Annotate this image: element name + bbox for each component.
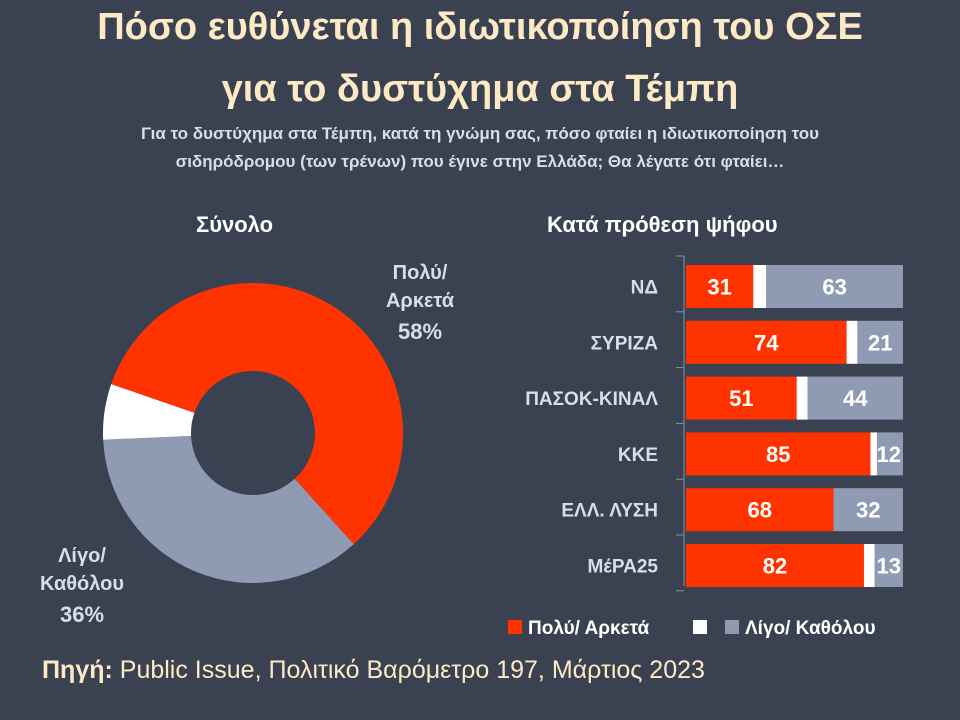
legend-swatch [508, 620, 522, 634]
data-label: 12 [877, 442, 901, 467]
legend-swatch [693, 620, 707, 634]
pie-label-line2: Αρκετά [386, 290, 455, 312]
legend-label: Πολύ/ Αρκετά [528, 618, 650, 639]
legend-swatch [725, 620, 739, 634]
pie-value-label: 36% [60, 602, 104, 627]
bar-segment [876, 432, 903, 476]
pie-label-line1: Πολύ/ [393, 262, 448, 284]
pie-slice-1 [103, 435, 354, 583]
data-label: 31 [707, 275, 731, 300]
title-line-2: για το δυστύχημα στα Τέμπη [221, 68, 739, 110]
category-label: ΝΔ [631, 278, 658, 299]
data-label: 63 [822, 275, 846, 300]
bar-segment [686, 376, 797, 420]
category-label: ΠΑΣΟΚ-ΚΙΝΑΛ [525, 389, 658, 410]
source: Πηγή: Public Issue, Πολιτικό Βαρόμετρο 1… [42, 656, 705, 685]
pie-label-line1: Λίγο/ [58, 545, 106, 567]
bar-segment [686, 544, 864, 587]
bar-segment [796, 376, 808, 420]
pie-label-line2: Καθόλου [40, 573, 124, 595]
data-label: 74 [754, 330, 779, 355]
bar-segment [870, 432, 877, 476]
subtitle: Για το δυστύχημα στα Τέμπη, κατά τη γνώμ… [0, 120, 960, 176]
title-line-1: Πόσο ευθύνεται η ιδιωτικοποίηση του ΟΣΕ [97, 6, 863, 48]
data-label: 68 [748, 498, 772, 523]
bar-title: Κατά πρόθεση ψήφου [547, 212, 778, 237]
bar-segment [846, 320, 858, 364]
category-label: ΜέΡΑ25 [587, 557, 658, 578]
bar-segment [753, 265, 767, 308]
bar-segment [766, 265, 903, 308]
pie-title: Σύνολο [196, 212, 274, 237]
data-label: 32 [856, 498, 880, 523]
source-text: Public Issue, Πολιτικό Βαρόμετρο 197, Μά… [112, 656, 705, 684]
bar-segment [686, 488, 834, 532]
legend-label: Λίγο/ Καθόλου [745, 618, 876, 639]
bar-segment [807, 376, 903, 420]
source-label: Πηγή: [42, 656, 113, 684]
bar-segment [686, 320, 847, 364]
category-label: ΣΥΡΙΖΑ [591, 333, 659, 354]
bar-segment [874, 544, 903, 587]
pie-value-label: 58% [398, 319, 442, 344]
bar-segment [863, 544, 875, 587]
subtitle-line-1: Για το δυστύχημα στα Τέμπη, κατά τη γνώμ… [141, 124, 819, 143]
bar-segment [686, 432, 871, 476]
subtitle-line-2: σιδηρόδρομου (των τρένων) που έγινε στην… [175, 152, 785, 171]
data-label: 82 [763, 554, 787, 579]
data-label: 13 [877, 554, 901, 579]
bar-segment [686, 265, 754, 308]
data-label: 44 [843, 386, 868, 411]
data-label: 21 [868, 330, 892, 355]
category-label: ΕΛΛ. ΛΥΣΗ [561, 501, 658, 522]
category-label: ΚΚΕ [618, 445, 658, 466]
bar-segment [857, 320, 903, 364]
bar-segment [833, 488, 903, 532]
pie-slice-2 [103, 384, 195, 440]
data-label: 51 [729, 386, 753, 411]
pie-slice-0 [111, 283, 404, 545]
data-label: 85 [766, 442, 790, 467]
